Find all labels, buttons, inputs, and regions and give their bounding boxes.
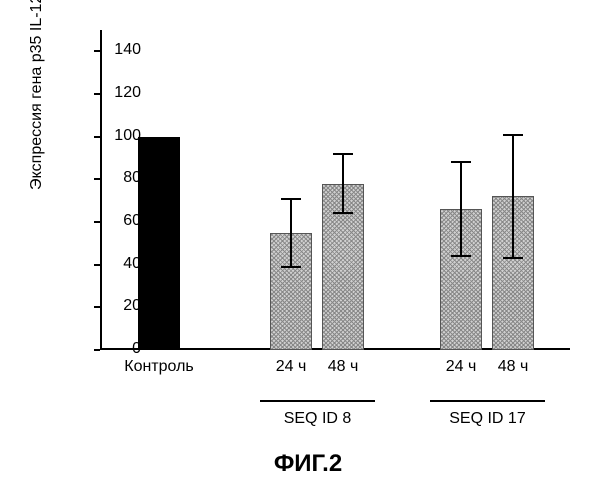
error-bar (460, 162, 462, 256)
y-tick-mark (94, 93, 100, 95)
y-tick-label: 40 (101, 255, 141, 273)
error-cap (281, 198, 301, 200)
y-tick-mark (94, 178, 100, 180)
error-cap (333, 212, 353, 214)
y-tick-mark (94, 136, 100, 138)
error-bar (512, 135, 514, 259)
y-tick-mark (94, 264, 100, 266)
bar (138, 137, 180, 350)
group-label: SEQ ID 8 (260, 410, 375, 428)
error-bar (290, 199, 292, 267)
y-tick-mark (94, 306, 100, 308)
error-cap (503, 257, 523, 259)
x-category-label: 48 ч (303, 358, 383, 376)
y-tick-label: 140 (101, 41, 141, 59)
error-cap (503, 134, 523, 136)
error-cap (451, 161, 471, 163)
y-tick-mark (94, 221, 100, 223)
y-axis-label: Экспрессия гена p35 IL-12 (28, 0, 46, 190)
y-tick-label: 20 (101, 297, 141, 315)
group-underline (430, 400, 545, 402)
y-tick-label: 100 (101, 127, 141, 145)
y-tick-mark (94, 349, 100, 351)
error-cap (281, 266, 301, 268)
error-bar (342, 154, 344, 214)
error-cap (333, 153, 353, 155)
y-tick-label: 60 (101, 212, 141, 230)
x-category-label: 48 ч (473, 358, 553, 376)
y-tick-label: 0 (101, 340, 141, 358)
group-label: SEQ ID 17 (430, 410, 545, 428)
chart-area (100, 30, 570, 350)
y-tick-label: 120 (101, 84, 141, 102)
y-tick-mark (94, 50, 100, 52)
figure-label: ФИГ.2 (0, 450, 616, 478)
y-tick-label: 80 (101, 169, 141, 187)
group-underline (260, 400, 375, 402)
error-cap (451, 255, 471, 257)
x-category-label: Контроль (119, 358, 199, 376)
